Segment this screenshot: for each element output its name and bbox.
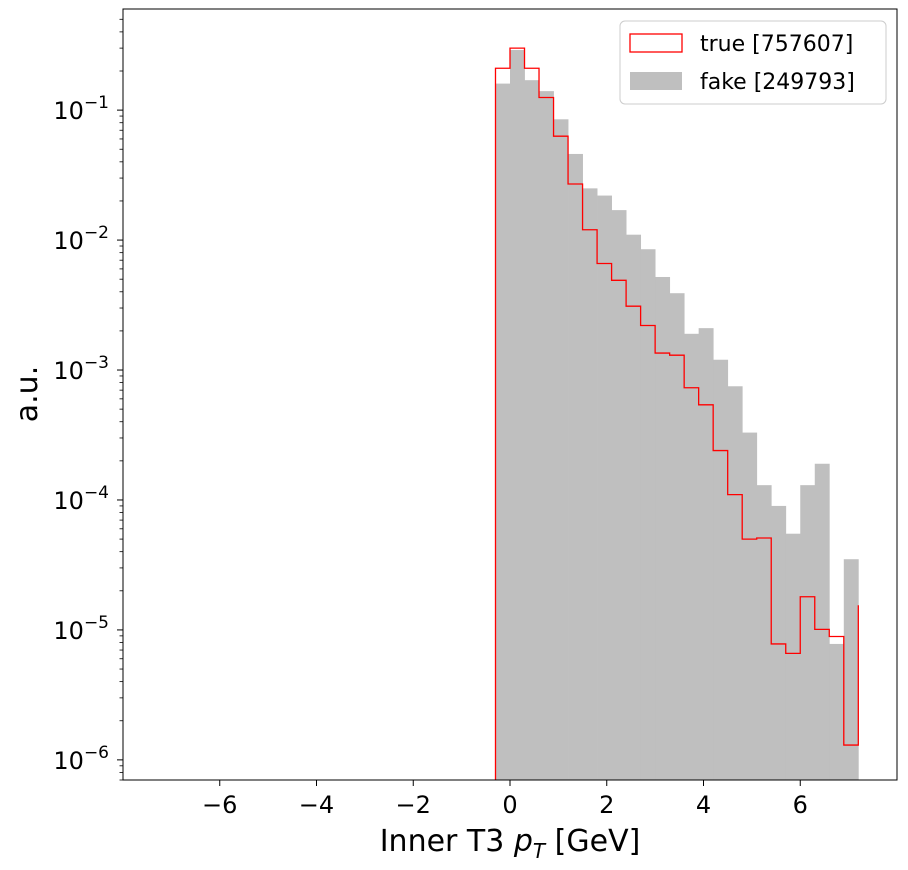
fake-bar [785,533,801,780]
fake-bar [597,195,612,780]
x-tick-label: 2 [599,791,614,819]
axes: −6 −4 −2 0 2 4 6 10−1 10−2 10−3 10−4 10−5 10−6 [53,8,898,819]
fake-bar [669,293,685,780]
fake-bar [742,432,758,780]
fake-bar [640,249,656,781]
y-tick-label: 10−4 [53,483,109,515]
fake-bar [524,80,540,781]
legend-label-fake: fake [249793] [700,70,855,95]
fake-bar [771,505,787,780]
x-tick-label: 0 [502,791,517,819]
fake-bar [684,333,700,780]
fake-bar [495,83,511,781]
fake-bar [829,643,845,780]
fake-bar [713,359,729,780]
y-tick-label: 10−1 [53,93,109,125]
fake-bar [611,210,627,780]
x-tick-label: −2 [396,791,431,819]
legend: true [757607] fake [249793] [619,20,887,105]
y-tick-label: 10−2 [53,223,109,255]
fake-bar [655,276,671,780]
x-tick-label: −4 [299,791,334,819]
fake-bar [814,463,830,780]
fake-bar [510,50,525,780]
fake-bar [553,119,569,781]
true-step-line [494,47,859,780]
legend-label-true: true [757607] [700,32,853,57]
fake-bar [698,328,714,780]
y-tick-label: 10−3 [53,353,109,385]
fake-bar [539,91,554,780]
x-tick-label: 6 [793,791,808,819]
x-axis-title: Inner T3 pT [GeV] [380,824,641,863]
plot-area [494,47,859,781]
fake-bar [568,153,583,780]
fake-bar [800,485,816,780]
fake-bar [626,234,642,780]
x-tick-label: 4 [696,791,711,819]
y-tick-label: 10−6 [53,743,109,775]
legend-swatch-true [629,33,683,53]
y-axis-title: a.u. [10,366,45,422]
x-tick-label: −6 [202,791,237,819]
fake-bar [727,386,743,780]
fake-bar [843,559,859,780]
fake-bar [756,485,772,780]
legend-swatch-fake [630,72,682,90]
y-tick-label: 10−5 [53,613,109,645]
legend-frame [619,20,887,105]
fake-bar [582,188,598,781]
